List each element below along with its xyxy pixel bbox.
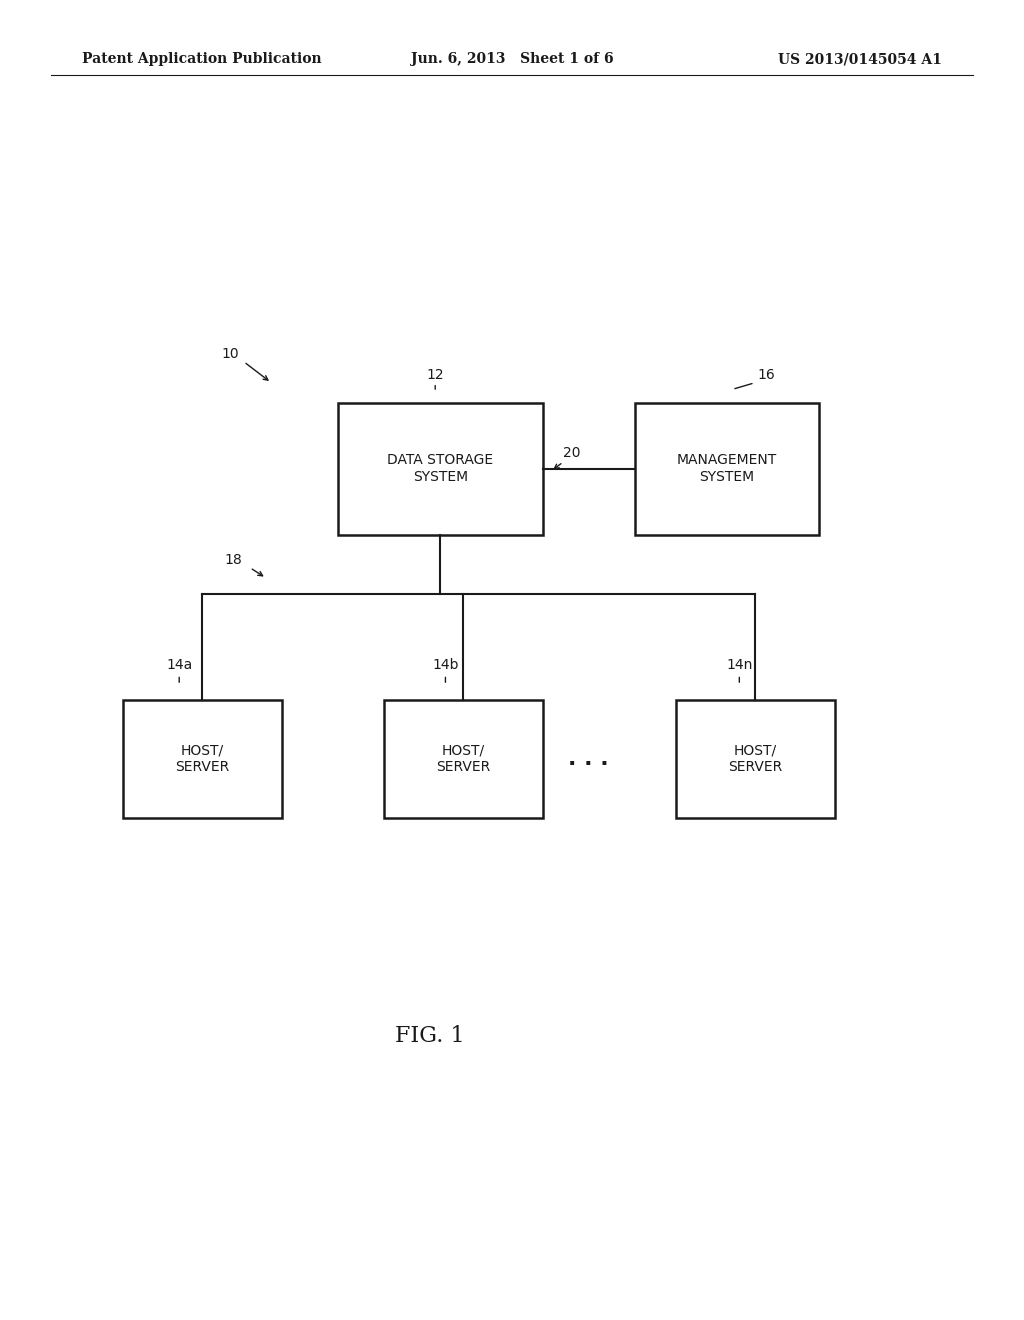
FancyBboxPatch shape	[384, 700, 543, 818]
Text: HOST/
SERVER: HOST/ SERVER	[728, 744, 782, 774]
Text: 14b: 14b	[432, 659, 459, 672]
Text: 14a: 14a	[166, 659, 193, 672]
Text: 16: 16	[757, 368, 775, 381]
Text: HOST/
SERVER: HOST/ SERVER	[436, 744, 490, 774]
Text: 14n: 14n	[726, 659, 753, 672]
FancyBboxPatch shape	[635, 403, 819, 535]
Text: Patent Application Publication: Patent Application Publication	[82, 53, 322, 66]
Text: . . .: . . .	[568, 748, 609, 770]
Text: 18: 18	[224, 553, 243, 566]
FancyBboxPatch shape	[676, 700, 835, 818]
FancyBboxPatch shape	[123, 700, 282, 818]
Text: 12: 12	[426, 368, 444, 381]
Text: DATA STORAGE
SYSTEM: DATA STORAGE SYSTEM	[387, 454, 494, 483]
Text: 10: 10	[221, 347, 240, 360]
Text: HOST/
SERVER: HOST/ SERVER	[175, 744, 229, 774]
Text: US 2013/0145054 A1: US 2013/0145054 A1	[778, 53, 942, 66]
FancyBboxPatch shape	[338, 403, 543, 535]
Text: 20: 20	[562, 446, 581, 459]
Text: FIG. 1: FIG. 1	[395, 1026, 465, 1047]
Text: Jun. 6, 2013   Sheet 1 of 6: Jun. 6, 2013 Sheet 1 of 6	[411, 53, 613, 66]
Text: MANAGEMENT
SYSTEM: MANAGEMENT SYSTEM	[677, 454, 777, 483]
